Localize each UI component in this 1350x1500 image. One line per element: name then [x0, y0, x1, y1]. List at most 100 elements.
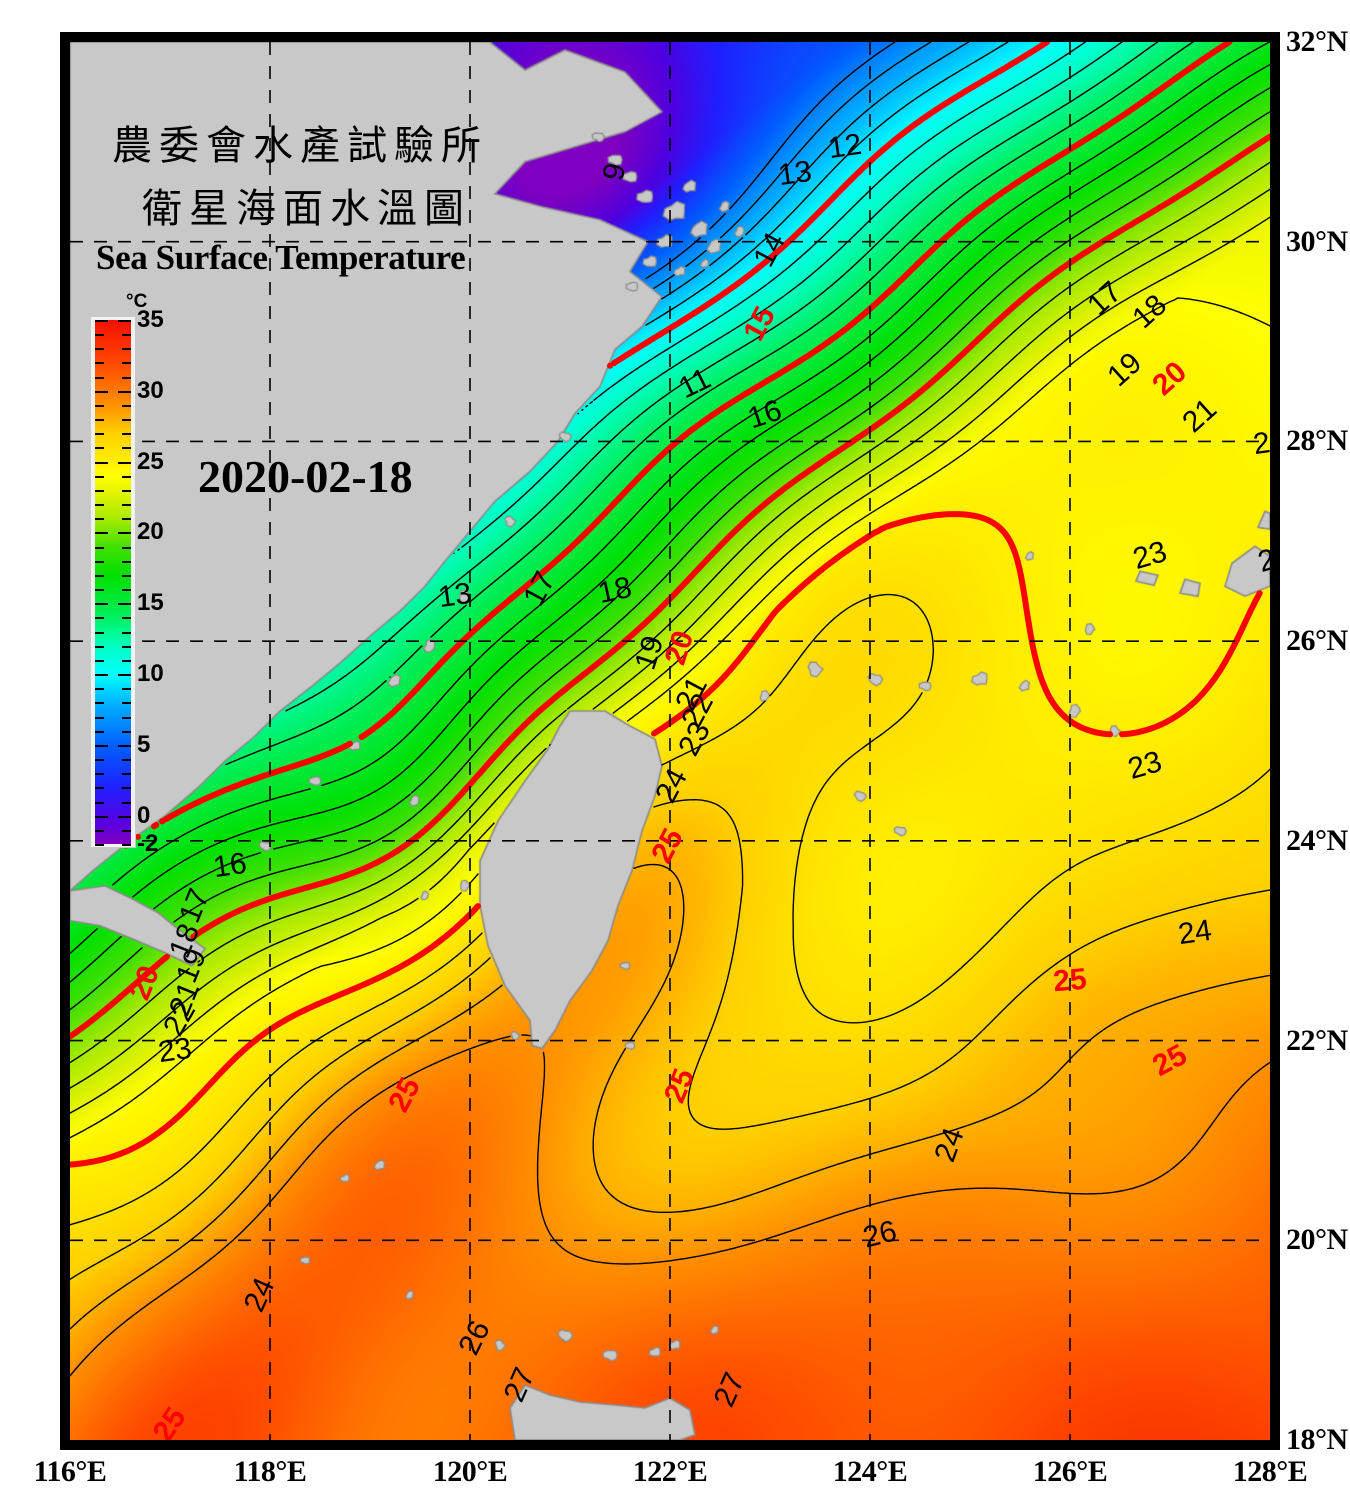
- contour-line: [70, 188, 1270, 1089]
- colorbar-tick: [122, 801, 131, 804]
- colorbar-tick: [95, 631, 104, 634]
- colorbar-tick: [122, 617, 131, 620]
- colorbar-tick: [122, 574, 131, 577]
- x-axis-tick-label: 128°E: [1232, 1455, 1308, 1488]
- x-axis-tick-label: 120°E: [432, 1455, 508, 1488]
- date-label: 2020-02-18: [198, 451, 413, 502]
- colorbar-tick: [122, 759, 131, 762]
- org-title-line2: 衛星海面水溫圖: [142, 186, 471, 232]
- colorbar-tick: [95, 447, 104, 450]
- colorbar-tick: [122, 560, 131, 563]
- colorbar-tick: [95, 829, 104, 832]
- colorbar-tick: [95, 560, 104, 563]
- y-axis-tick-label: 26°N: [1286, 624, 1348, 658]
- colorbar-tick: [95, 617, 104, 620]
- contour-line: [70, 63, 1270, 955]
- colorbar-tick: [95, 744, 108, 747]
- colorbar-tick: [122, 419, 131, 422]
- contour-line: [285, 42, 1159, 712]
- colorbar-tick: [95, 518, 104, 521]
- colorbar-tick: [95, 589, 104, 592]
- colorbar-tick: [95, 475, 104, 478]
- colorbar-tick: [122, 631, 131, 634]
- y-axis-tick-label: 24°N: [1286, 823, 1348, 857]
- colorbar-tick: [122, 404, 131, 407]
- colorbar-tick: [122, 844, 131, 846]
- colorbar-tick: [95, 702, 104, 705]
- contour-line: [577, 42, 1086, 415]
- page-title: Sea Surface Temperature: [96, 238, 466, 277]
- y-axis-tick-label: 18°N: [1286, 1423, 1348, 1456]
- map-overlay-svg: [70, 42, 1270, 1440]
- colorbar-tick: [122, 546, 131, 549]
- contour-line: [70, 593, 1270, 1226]
- colorbar-tick-label: 5: [137, 730, 151, 758]
- contour-line: [653, 42, 932, 289]
- contour-line: [70, 1034, 1270, 1377]
- contour-line: [70, 297, 1270, 1139]
- contour-line: [70, 799, 1270, 1280]
- colorbar-tick: [95, 433, 104, 436]
- colorbar-tick: [122, 688, 131, 691]
- colorbar-tick: [95, 334, 104, 337]
- colorbar-unit-label: °C: [126, 291, 148, 312]
- colorbar-tick: [95, 815, 108, 818]
- colorbar-tick: [122, 702, 131, 705]
- colorbar-tick-label: -2: [137, 830, 159, 857]
- y-axis-tick-label: 32°N: [1286, 25, 1348, 58]
- map-plot-area[interactable]: 9 12 13 14 15 11 16 17 18 19 20 21 22 23 22 13 17 18 19 20 2…: [70, 42, 1270, 1440]
- contour-line-major: [607, 42, 1051, 369]
- colorbar-tick: [95, 362, 104, 365]
- x-axis-tick-label: 122°E: [632, 1455, 708, 1488]
- colorbar-tick: [122, 829, 131, 832]
- plot-border: [60, 32, 1280, 1450]
- contour-line: [70, 216, 1270, 1114]
- colorbar-tick: [122, 433, 131, 436]
- colorbar-tick: [118, 532, 131, 535]
- colorbar-tick: [95, 645, 104, 648]
- colorbar-tick: [95, 759, 104, 762]
- colorbar-tick: [95, 419, 104, 422]
- colorbar-tick: [95, 603, 108, 606]
- colorbar-tick: [118, 390, 131, 393]
- contour-line-major: [70, 133, 1270, 1040]
- colorbar-tick: [122, 659, 131, 662]
- contour-line-major: [70, 511, 1263, 1168]
- contour-line: [225, 42, 1194, 766]
- colorbar-tick: [95, 716, 104, 719]
- colorbar-tick: [122, 645, 131, 648]
- colorbar-tick-label: 35: [137, 306, 164, 333]
- colorbar-tick: [95, 489, 104, 492]
- y-axis-tick-label: 28°N: [1286, 424, 1348, 458]
- colorbar-tick: [95, 674, 108, 677]
- contour-line-major: [123, 42, 1233, 849]
- colorbar-tick-label: 20: [137, 518, 164, 546]
- contour-line: [661, 42, 970, 300]
- colorbar-tick: [95, 730, 104, 733]
- colorbar-tick: [122, 504, 131, 507]
- colorbar-tick: [95, 404, 104, 407]
- colorbar-tick: [122, 787, 131, 790]
- colorbar-tick: [122, 376, 131, 379]
- colorbar-tick: [122, 716, 131, 719]
- colorbar-tick: [95, 844, 104, 846]
- colorbar-tick: [95, 532, 108, 535]
- colorbar-tick: [95, 376, 104, 379]
- colorbar-tick: [95, 320, 108, 322]
- colorbar-tick: [118, 674, 131, 677]
- contour-line: [70, 161, 1270, 1064]
- colorbar-tick: [95, 461, 108, 464]
- org-title-line1: 農委會水產試驗所: [112, 123, 488, 169]
- colorbar-tick-label: 15: [137, 589, 164, 617]
- colorbar-tick: [95, 546, 104, 549]
- colorbar-tick-label: 0: [137, 801, 151, 829]
- colorbar-tick: [122, 518, 131, 521]
- colorbar-tick: [122, 475, 131, 478]
- contour-line: [70, 863, 1270, 1330]
- x-axis-tick-label: 124°E: [832, 1455, 908, 1488]
- colorbar-tick: [95, 773, 104, 776]
- contour-line: [645, 42, 896, 280]
- colorbar-tick: [95, 574, 104, 577]
- colorbar-tick: [95, 801, 104, 804]
